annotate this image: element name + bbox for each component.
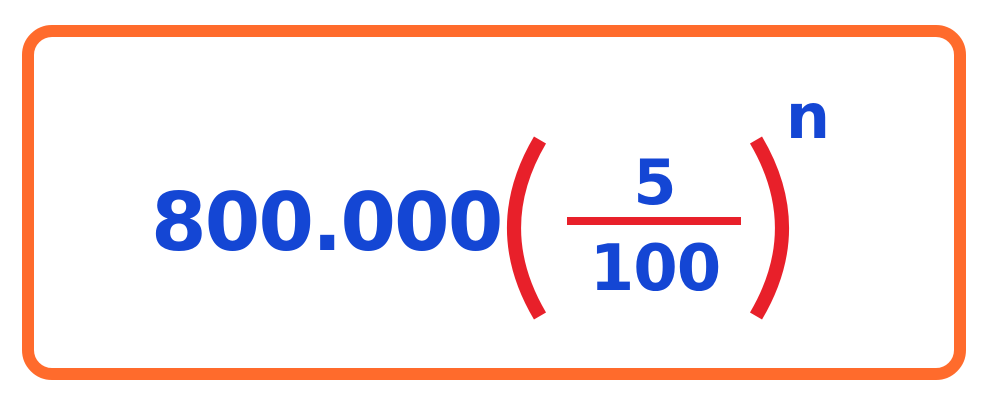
fraction-bar	[567, 217, 741, 225]
exponent-text: n	[785, 80, 831, 153]
coefficient-text: 800.000	[151, 176, 503, 269]
fraction-denominator: 100	[589, 232, 722, 306]
fraction-numerator: 5	[633, 146, 677, 219]
formula-card	[22, 25, 966, 380]
